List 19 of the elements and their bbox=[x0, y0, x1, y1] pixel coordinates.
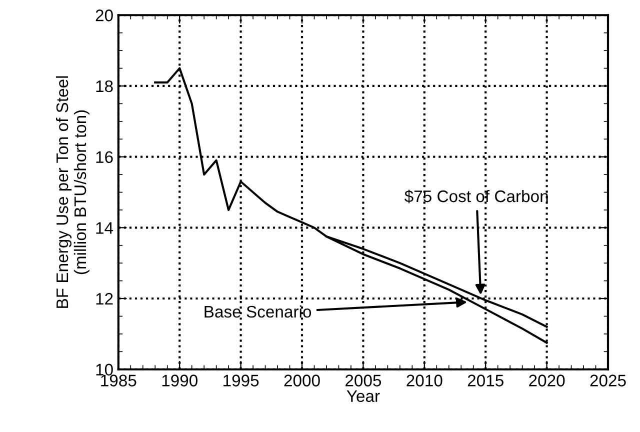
y-tick-label: 14 bbox=[96, 222, 114, 234]
annotation: Base Scenario bbox=[204, 305, 312, 318]
x-tick-label: 1990 bbox=[162, 374, 198, 386]
annotation: $75 Cost of Carbon bbox=[404, 190, 548, 204]
y-axis-title: BF Energy Use per Ton of Steel (million BTU/short ton) bbox=[56, 76, 90, 308]
x-tick-label: 2005 bbox=[346, 374, 382, 386]
x-tick-label: 2015 bbox=[468, 374, 504, 386]
x-axis-title: Year bbox=[346, 390, 380, 402]
x-tick-label: 2020 bbox=[529, 374, 565, 386]
y-tick-label: 18 bbox=[96, 80, 113, 92]
x-tick-label: 2000 bbox=[284, 374, 320, 386]
y-tick-label: 20 bbox=[96, 10, 113, 22]
y-tick-label: 16 bbox=[96, 151, 113, 164]
x-tick-label: 1995 bbox=[224, 374, 259, 386]
x-tick-label: 1985 bbox=[101, 374, 136, 386]
y-tick-label: 12 bbox=[96, 292, 113, 305]
x-tick-label: 2025 bbox=[590, 374, 626, 386]
x-tick-label: 2010 bbox=[406, 374, 442, 386]
y-tick-label: 10 bbox=[96, 364, 113, 376]
